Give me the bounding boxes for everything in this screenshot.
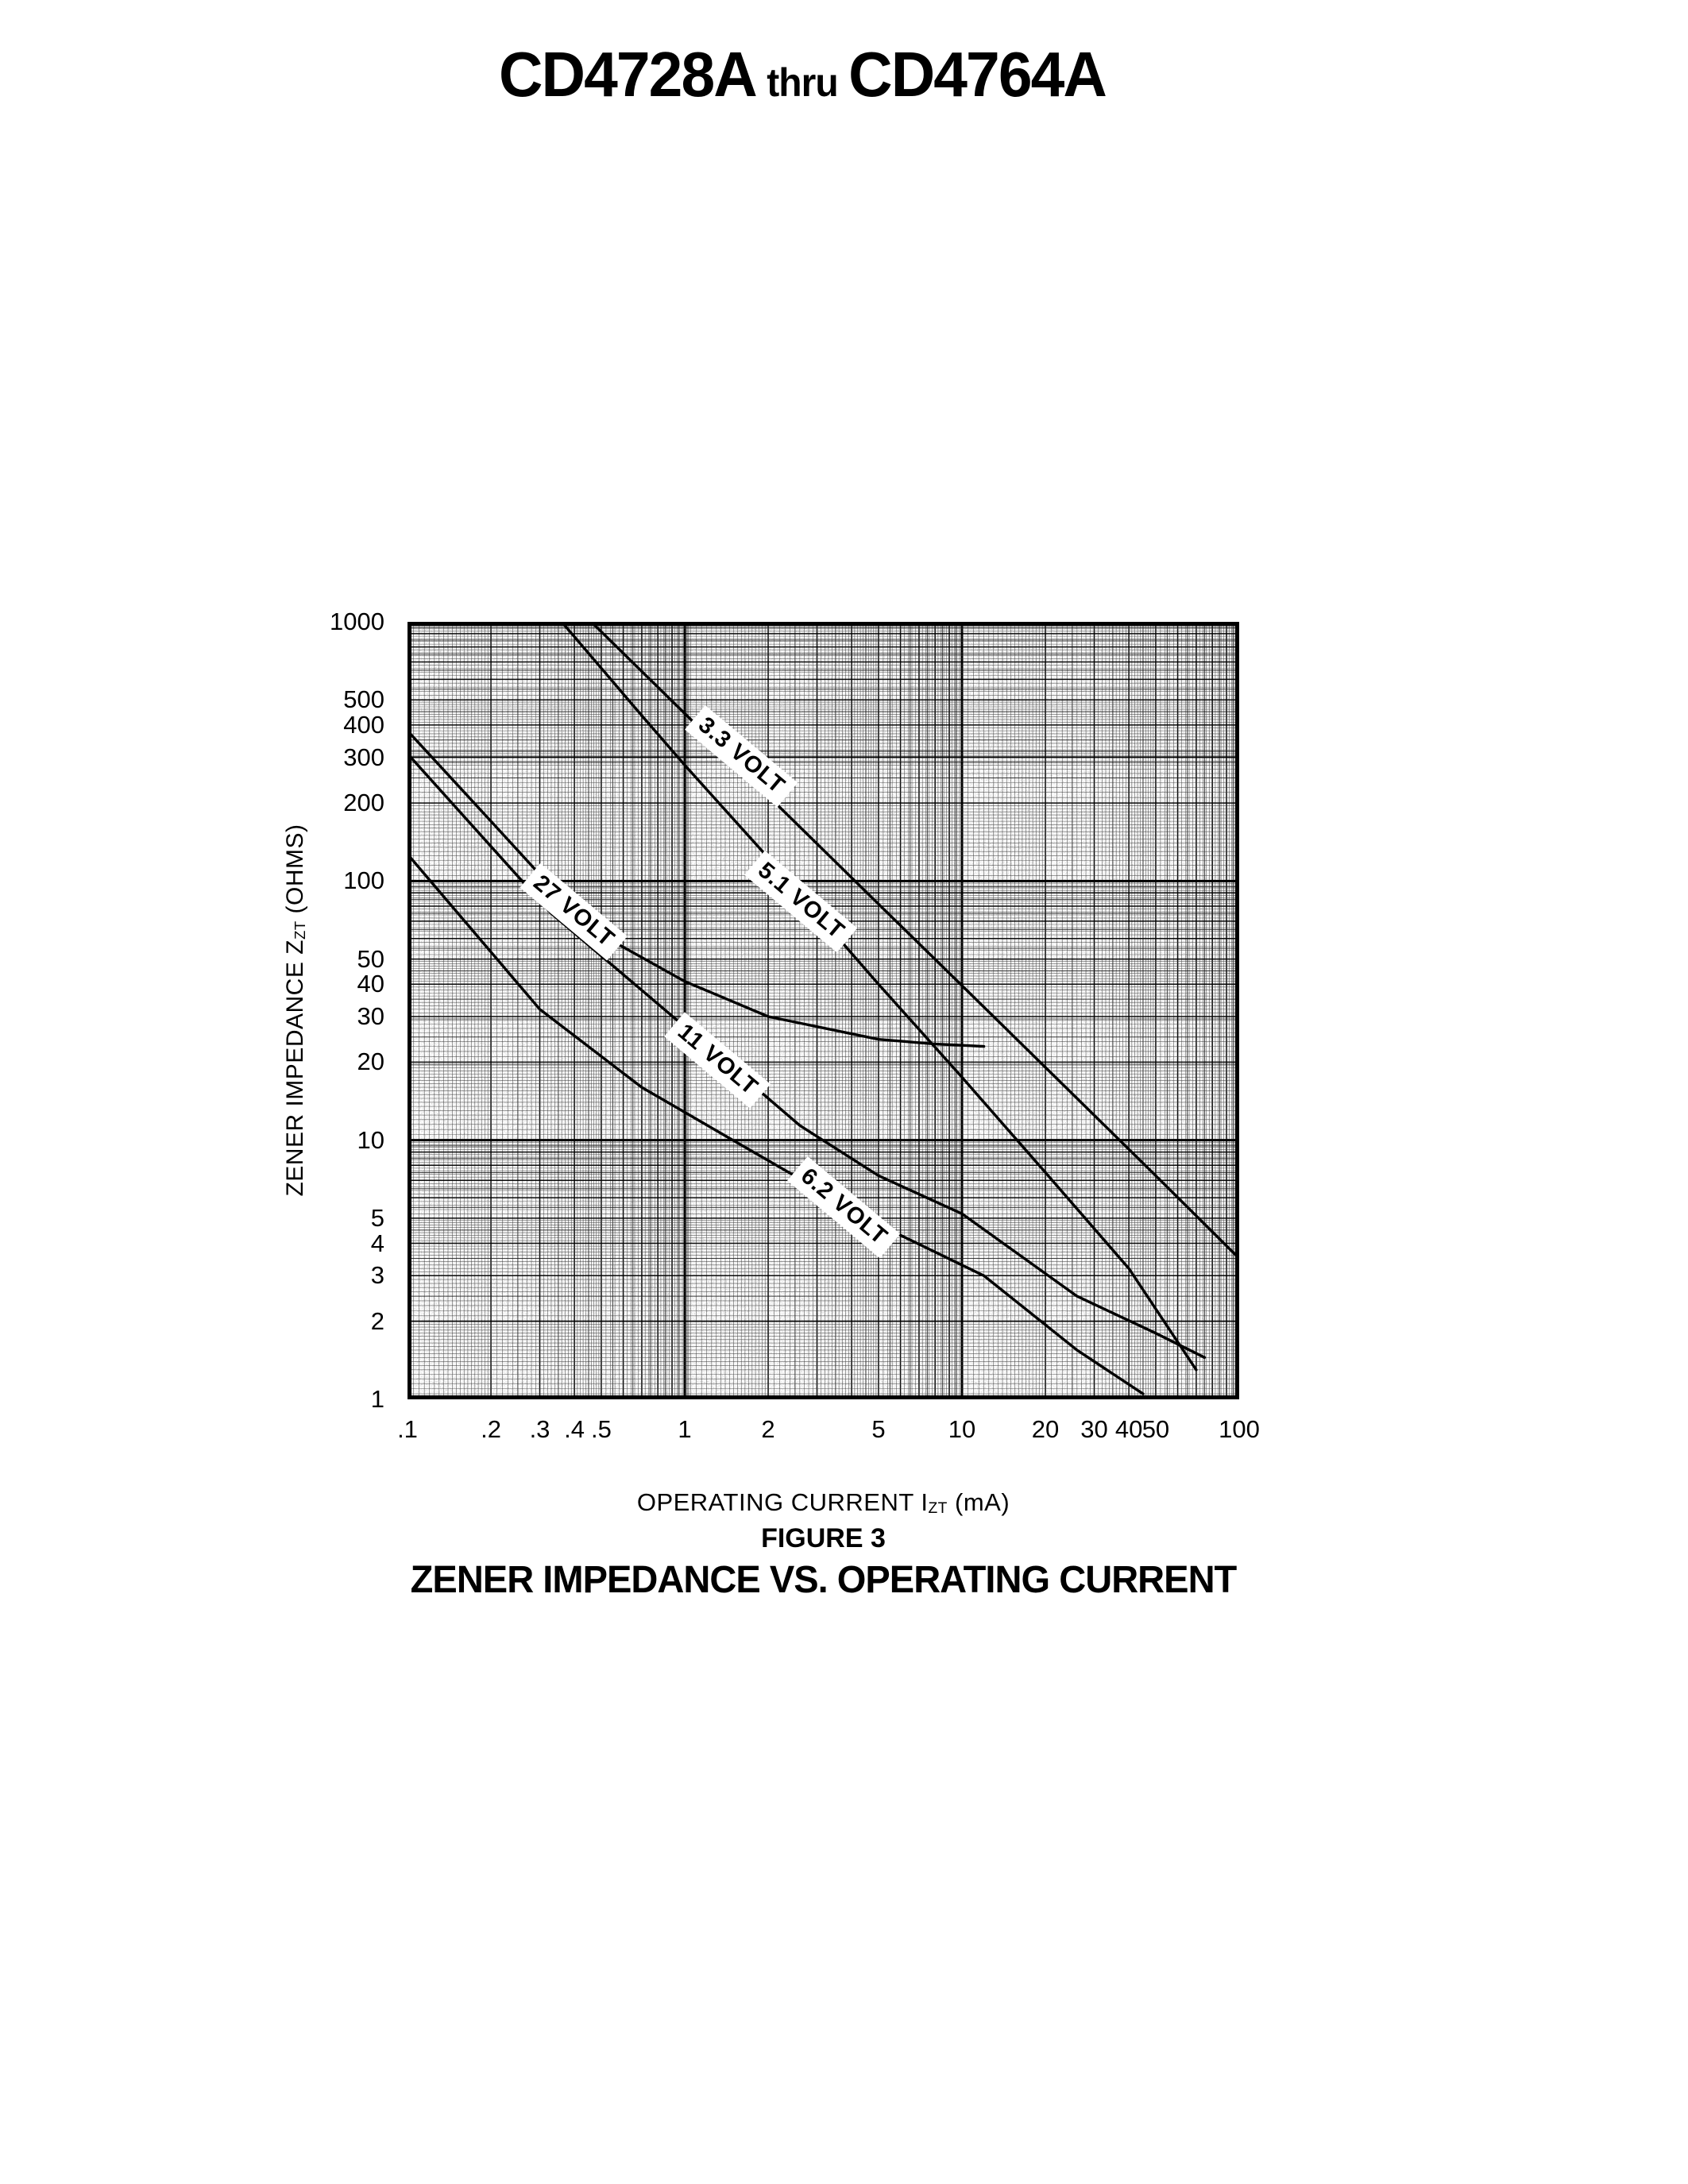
x-tick-label: 30 xyxy=(1080,1415,1108,1443)
x-tick-label: 20 xyxy=(1031,1415,1060,1443)
y-tick-label: 2 xyxy=(370,1306,384,1335)
scan-noise-overlay xyxy=(408,622,1239,1399)
x-tick-label: 40 xyxy=(1114,1415,1143,1443)
x-tick-label: .5 xyxy=(591,1415,612,1443)
x-tick-label: 10 xyxy=(948,1415,976,1443)
y-tick-label: 200 xyxy=(343,789,384,817)
x-tick-label: .3 xyxy=(529,1415,550,1443)
y-tick-label: 4 xyxy=(370,1229,384,1257)
figure-3-plot-area: 3.3 VOLT 5.1 VOLT 27 VOLT 11 VOLT 6.2 VOLT xyxy=(408,622,1239,1399)
part-number-left: CD4728A xyxy=(499,39,758,110)
figure-caption: ZENER IMPEDANCE VS. OPERATING CURRENT xyxy=(410,1559,1238,1601)
y-tick-label: 5 xyxy=(370,1203,384,1232)
y-tick-label: 300 xyxy=(343,743,384,771)
x-tick-label: .4 xyxy=(564,1415,585,1443)
x-tick-label: 100 xyxy=(1219,1415,1260,1443)
y-tick-label: 1 xyxy=(370,1385,384,1413)
y-tick-label: 20 xyxy=(357,1048,384,1076)
x-tick-label: .2 xyxy=(481,1415,501,1443)
x-tick-label: .1 xyxy=(397,1415,418,1443)
zener-impedance-chart xyxy=(408,622,1239,1399)
page-title: CD4728A thru CD4764A xyxy=(32,38,1572,111)
y-tick-label: 40 xyxy=(357,970,384,998)
thru-text: thru xyxy=(767,60,838,105)
y-tick-label: 100 xyxy=(343,866,384,895)
y-tick-label: 500 xyxy=(343,685,384,714)
y-tick-label: 30 xyxy=(357,1001,384,1030)
y-tick-label: 3 xyxy=(370,1261,384,1290)
figure-number: FIGURE 3 xyxy=(761,1523,886,1553)
y-tick-label: 400 xyxy=(343,710,384,739)
x-axis-title: OPERATING CURRENT IZT (mA) xyxy=(636,1488,1010,1518)
y-tick-label: 1000 xyxy=(330,608,384,635)
y-tick-label: 50 xyxy=(357,944,384,973)
curve-27-volt xyxy=(408,729,986,1048)
x-tick-label: 2 xyxy=(761,1415,775,1443)
curve-5-1-volt xyxy=(560,622,1198,1372)
part-number-right: CD4764A xyxy=(848,39,1107,110)
x-tick-label: 5 xyxy=(871,1415,886,1443)
x-tick-label: 1 xyxy=(678,1415,692,1443)
y-tick-label: 10 xyxy=(357,1125,384,1154)
plot-border xyxy=(408,622,1239,1399)
x-tick-label: 50 xyxy=(1141,1415,1170,1443)
